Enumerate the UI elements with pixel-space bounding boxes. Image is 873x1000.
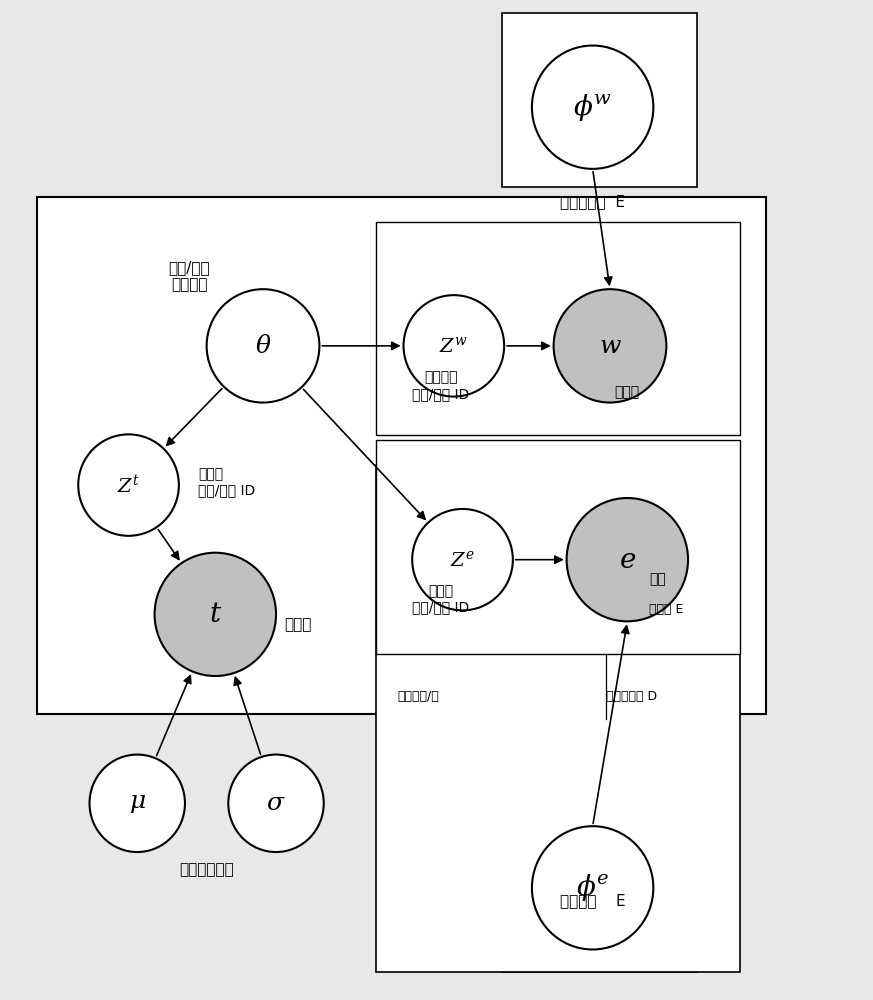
Bar <box>375 465 740 972</box>
Bar <box>38 197 766 714</box>
Ellipse shape <box>79 434 179 536</box>
Ellipse shape <box>207 289 320 403</box>
Ellipse shape <box>90 755 185 852</box>
Text: 时间戟: 时间戟 <box>285 617 312 632</box>
Text: $\sigma$: $\sigma$ <box>266 791 285 815</box>
Ellipse shape <box>412 509 512 610</box>
Text: 关键字: 关键字 <box>615 386 640 400</box>
Text: 关键字的
事件/方面 ID: 关键字的 事件/方面 ID <box>412 371 470 401</box>
Text: $e$: $e$ <box>619 546 636 574</box>
Text: $\phi^w$: $\phi^w$ <box>573 92 612 123</box>
Text: 实体分布    E: 实体分布 E <box>560 893 625 908</box>
Text: 实体: 实体 <box>649 573 666 587</box>
Text: 描述文本/代: 描述文本/代 <box>397 690 439 703</box>
Ellipse shape <box>553 289 666 403</box>
Text: $t$: $t$ <box>209 600 222 628</box>
Text: 实体的
事件/方面 ID: 实体的 事件/方面 ID <box>412 584 470 615</box>
Ellipse shape <box>403 295 505 397</box>
Text: $Z^w$: $Z^w$ <box>439 336 468 356</box>
Ellipse shape <box>567 498 688 621</box>
Text: $Z^e$: $Z^e$ <box>450 550 475 570</box>
Ellipse shape <box>532 46 653 169</box>
Text: $\theta$: $\theta$ <box>255 334 272 358</box>
Text: $w$: $w$ <box>599 334 622 358</box>
Ellipse shape <box>229 755 324 852</box>
Bar <box>375 440 740 654</box>
Text: 时间的
事件/方面 ID: 时间的 事件/方面 ID <box>198 467 255 497</box>
Text: $Z^t$: $Z^t$ <box>117 474 140 497</box>
Text: 码修改文本 D: 码修改文本 D <box>606 690 656 703</box>
Text: 实体集 E: 实体集 E <box>649 603 684 616</box>
Bar <box>375 222 740 435</box>
Text: $\phi^e$: $\phi^e$ <box>576 872 609 903</box>
Bar <box>502 798 697 972</box>
Text: 关键字分布  E: 关键字分布 E <box>560 194 625 209</box>
Ellipse shape <box>155 553 276 676</box>
Text: 事件/方面
话题分布: 事件/方面 话题分布 <box>168 260 210 292</box>
Bar <box>502 13 697 187</box>
Text: 时间分布参数: 时间分布参数 <box>179 862 234 877</box>
Text: $\mu$: $\mu$ <box>128 791 146 815</box>
Ellipse shape <box>532 826 653 949</box>
